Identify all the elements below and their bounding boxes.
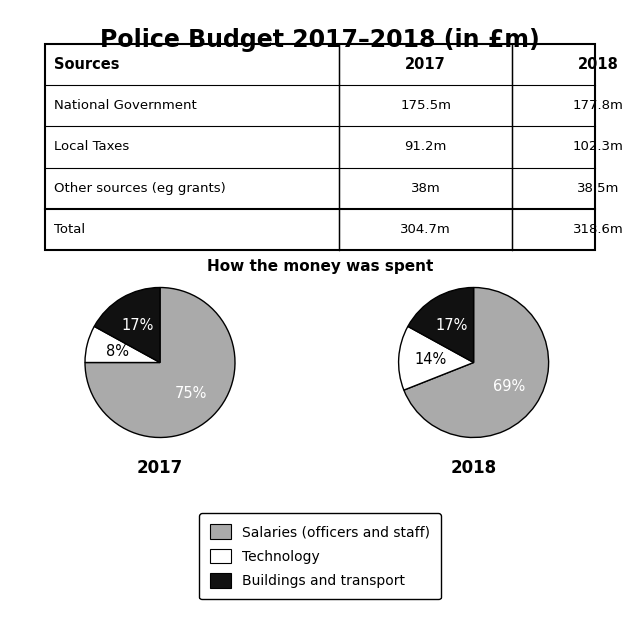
Text: 91.2m: 91.2m (404, 141, 447, 153)
Text: 38.5m: 38.5m (577, 182, 620, 194)
Wedge shape (85, 326, 160, 362)
Text: Police Budget 2017–2018 (in £m): Police Budget 2017–2018 (in £m) (100, 28, 540, 52)
Text: Local Taxes: Local Taxes (54, 141, 130, 153)
Text: Other sources (eg grants): Other sources (eg grants) (54, 182, 226, 194)
Wedge shape (408, 288, 474, 362)
Text: 69%: 69% (493, 379, 525, 394)
Wedge shape (85, 288, 235, 438)
Text: 2018: 2018 (578, 57, 619, 72)
Text: 75%: 75% (175, 386, 207, 401)
Text: 2017: 2017 (137, 459, 183, 478)
Text: 177.8m: 177.8m (573, 99, 624, 112)
Text: Total: Total (54, 223, 86, 236)
Text: 102.3m: 102.3m (573, 141, 624, 153)
Text: 14%: 14% (414, 352, 446, 367)
Text: 8%: 8% (106, 344, 129, 359)
Bar (45, 44, 595, 250)
Text: 2018: 2018 (451, 459, 497, 478)
Text: 318.6m: 318.6m (573, 223, 624, 236)
Text: 304.7m: 304.7m (400, 223, 451, 236)
Text: 17%: 17% (122, 318, 154, 332)
Text: How the money was spent: How the money was spent (207, 259, 433, 274)
Wedge shape (399, 326, 474, 390)
Text: 2017: 2017 (405, 57, 446, 72)
Text: 17%: 17% (435, 318, 468, 332)
Wedge shape (94, 288, 160, 362)
Text: 38m: 38m (411, 182, 440, 194)
Text: National Government: National Government (54, 99, 197, 112)
Text: 175.5m: 175.5m (400, 99, 451, 112)
Legend: Salaries (officers and staff), Technology, Buildings and transport: Salaries (officers and staff), Technolog… (199, 513, 441, 599)
Wedge shape (404, 288, 548, 438)
Text: Sources: Sources (54, 57, 120, 72)
